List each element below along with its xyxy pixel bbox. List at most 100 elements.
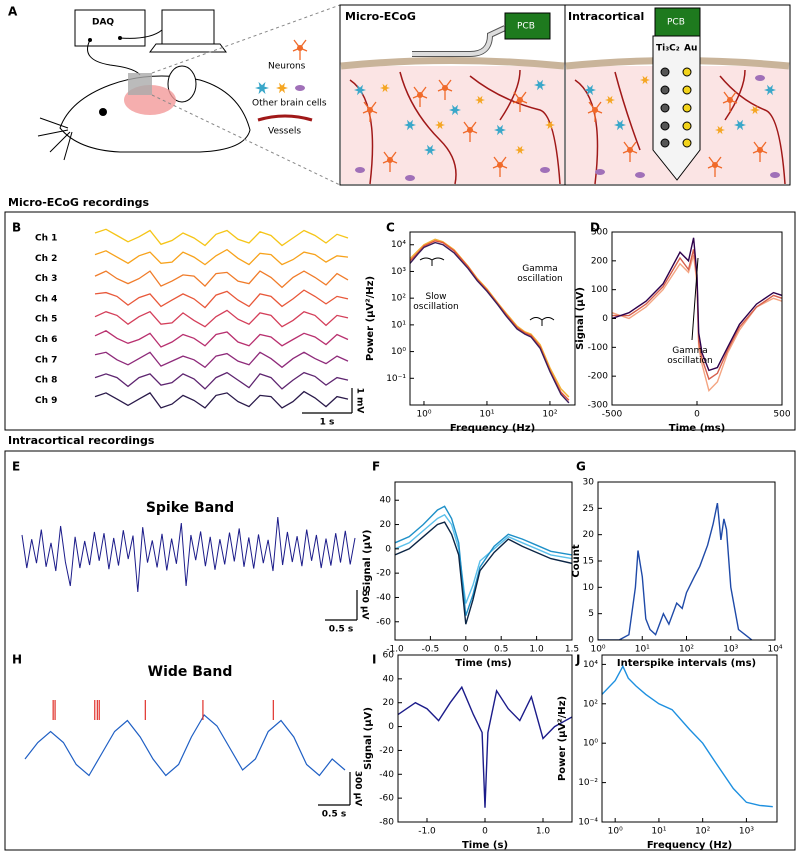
y-tick-label: -100 bbox=[588, 343, 609, 353]
scale-label: 0.5 s bbox=[329, 625, 353, 635]
annotation-marker bbox=[691, 257, 699, 341]
series-line bbox=[612, 237, 782, 372]
electrode bbox=[682, 67, 692, 77]
y-tick-label: -20 bbox=[379, 746, 394, 756]
glia bbox=[475, 95, 485, 105]
neuron-soma bbox=[592, 107, 598, 113]
window bbox=[128, 73, 152, 95]
y-tick-label: 0 bbox=[588, 636, 594, 646]
y-tick-label: 100 bbox=[591, 285, 608, 295]
glia bbox=[534, 79, 546, 91]
y-tick-label: 10⁻² bbox=[578, 778, 598, 788]
plot-frame bbox=[394, 481, 573, 641]
glia bbox=[295, 85, 305, 91]
neuron-soma bbox=[417, 92, 423, 98]
glia bbox=[355, 167, 365, 173]
series-line bbox=[602, 664, 773, 808]
glia bbox=[545, 120, 555, 130]
neuron bbox=[362, 101, 378, 122]
x-tick-label: -1.0 bbox=[418, 827, 436, 837]
glia bbox=[640, 75, 650, 85]
glia bbox=[764, 84, 776, 96]
legend-label: Other brain cells bbox=[252, 99, 327, 109]
glia bbox=[380, 83, 390, 93]
glia bbox=[276, 82, 288, 94]
electrode bbox=[660, 85, 670, 95]
pcb-label: PCB bbox=[667, 18, 685, 28]
neuron-soma bbox=[297, 45, 303, 51]
neuron bbox=[292, 39, 308, 60]
panel-title: Spike Band bbox=[146, 500, 234, 516]
panel-letter: D bbox=[590, 221, 600, 235]
x-tick-label: 0 bbox=[694, 410, 700, 420]
panel-letter: B bbox=[12, 221, 21, 235]
glia bbox=[770, 172, 780, 178]
x-tick-label: 0.5 bbox=[494, 645, 508, 655]
y-tick-label: 40 bbox=[380, 496, 392, 506]
neuron bbox=[722, 91, 738, 112]
pcb bbox=[504, 12, 551, 40]
series-line bbox=[395, 513, 572, 604]
glia bbox=[435, 120, 445, 130]
x-tick-label: 1.5 bbox=[565, 645, 579, 655]
scale-label: 50 µV bbox=[360, 590, 370, 619]
series-line bbox=[395, 521, 572, 625]
plot-frame bbox=[601, 654, 778, 823]
x-tick-label: -0.5 bbox=[422, 645, 440, 655]
tissue bbox=[341, 66, 564, 184]
y-tick-label: 10⁴ bbox=[391, 240, 406, 250]
neuron bbox=[412, 86, 428, 107]
x-tick-label: 1.0 bbox=[536, 827, 551, 837]
laptop-base bbox=[149, 43, 227, 53]
glia bbox=[755, 75, 765, 81]
pcb-label: PCB bbox=[517, 22, 535, 32]
panel-letter: I bbox=[372, 653, 376, 667]
neuron-soma bbox=[517, 97, 523, 103]
glia bbox=[614, 119, 626, 131]
y-tick-label: 10 bbox=[583, 583, 595, 593]
channel-trace bbox=[94, 228, 349, 247]
x-tick-label: -1.0 bbox=[386, 645, 404, 655]
neuron-soma bbox=[757, 147, 763, 153]
scale-label: 0.5 s bbox=[322, 810, 346, 820]
annotation-marker bbox=[529, 317, 555, 326]
neuron bbox=[707, 156, 723, 177]
x-tick-label: 10¹ bbox=[479, 410, 494, 420]
x-tick-label: 500 bbox=[773, 410, 790, 420]
panel-letter: E bbox=[12, 460, 20, 474]
x-tick-label: 10³ bbox=[723, 645, 738, 655]
channel-trace bbox=[94, 248, 349, 266]
material-label: Au bbox=[684, 44, 697, 54]
y-tick-label: 5 bbox=[588, 609, 594, 619]
plot-frame bbox=[611, 231, 783, 406]
channel-label: Ch 6 bbox=[35, 335, 57, 345]
glia bbox=[605, 95, 615, 105]
neuron bbox=[622, 141, 638, 162]
channel-trace bbox=[94, 270, 349, 289]
scale-label: 1 mV bbox=[355, 388, 365, 414]
y-tick-label: 200 bbox=[591, 256, 608, 266]
panel-letter: G bbox=[576, 460, 586, 474]
x-tick-label: -500 bbox=[602, 410, 623, 420]
channel-trace bbox=[94, 390, 349, 409]
channel-label: Ch 9 bbox=[35, 396, 57, 406]
annotation-marker bbox=[419, 257, 445, 266]
y-tick-label: 15 bbox=[583, 557, 594, 567]
series-line bbox=[410, 241, 570, 404]
electrode bbox=[660, 103, 670, 113]
electrode bbox=[660, 138, 670, 148]
electrode bbox=[682, 103, 692, 113]
neuron-soma bbox=[442, 85, 448, 91]
wires bbox=[87, 29, 163, 76]
y-tick-label: 10⁰ bbox=[391, 347, 406, 357]
y-tick-label: 10¹ bbox=[391, 320, 406, 330]
trace bbox=[24, 714, 346, 777]
y-tick-label: -60 bbox=[376, 617, 391, 627]
annotation: Gamma oscillation bbox=[517, 264, 562, 284]
plot-frame bbox=[597, 481, 776, 641]
y-tick-label: 20 bbox=[380, 520, 392, 530]
y-axis-title: Count bbox=[571, 544, 582, 577]
scale-label: 1 s bbox=[320, 418, 335, 428]
x-axis-title: Frequency (Hz) bbox=[647, 840, 732, 851]
